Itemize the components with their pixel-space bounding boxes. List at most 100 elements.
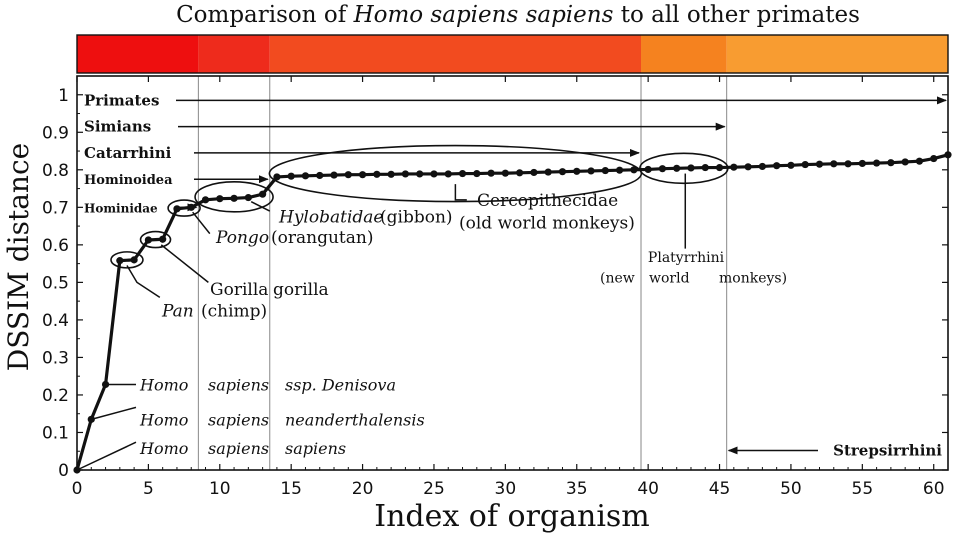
axes: 0 5 10 15 20 25 30 35 40 45 50 55 60 0 0.1 0.2 0.3 0.4 0.5…: [42, 75, 949, 499]
annotation-cercopithecidae-name: Cercopithecidae: [477, 191, 618, 211]
ellipse-pongo: [167, 199, 201, 217]
y-tick-label: 0.9: [42, 123, 69, 143]
data-point: [301, 172, 310, 180]
clade-label-simians: Simians: [84, 118, 151, 136]
data-point: [530, 168, 538, 177]
data-point: [187, 203, 195, 211]
annotation-homo-denisova-part-1: Homo: [139, 375, 188, 394]
chart-title-part-2: Homo sapiens sapiens: [353, 2, 614, 28]
x-tick-label: 25: [423, 479, 445, 499]
data-point: [159, 235, 167, 243]
x-tick-label: 30: [495, 479, 517, 499]
data-point: [244, 193, 252, 202]
y-axis-label: DSSIM distance: [2, 143, 35, 371]
annotation-pongo-common: (orangutan): [271, 228, 373, 248]
data-point: [673, 164, 681, 172]
annotation-homo-neanderthalensis-part-1: Homo: [139, 410, 188, 429]
color-band-2: [198, 35, 270, 73]
data-point: [715, 163, 724, 172]
clade-label-hominidae: Hominidae: [84, 201, 158, 215]
data-point: [458, 169, 467, 178]
x-tick-label: 10: [209, 479, 231, 499]
x-tick-label: 0: [72, 479, 83, 499]
data-point: [744, 163, 752, 171]
data-point: [387, 170, 395, 178]
chart-title-part-1: Comparison of: [176, 2, 354, 28]
ellipse-gorilla: [139, 230, 172, 249]
annotation-platyrrhini-monkeys: monkeys): [719, 271, 787, 287]
data-point: [844, 160, 852, 168]
data-point: [173, 205, 181, 213]
x-tick-label: 55: [852, 479, 874, 499]
annotation-homo-denisova-part-2: sapiens: [208, 375, 269, 394]
color-band-5: [726, 35, 948, 73]
data-point: [316, 171, 324, 180]
annotation-pan-common: (chimp): [201, 301, 267, 321]
data-point: [216, 195, 224, 203]
data-point: [358, 171, 367, 179]
x-tick-label: 20: [352, 479, 374, 499]
clade-label-strepsirrhini: Strepsirrhini: [833, 441, 942, 459]
data-point: [587, 167, 595, 175]
data-point: [544, 168, 552, 176]
x-tick-label: 35: [566, 479, 588, 499]
data-point: [487, 169, 495, 177]
annotation-homo-neanderthalensis-part-3: neanderthalensis: [285, 410, 425, 429]
data-point: [915, 157, 924, 165]
annotation-cercopithecidae-common: (old world monkeys): [459, 213, 635, 233]
clade-divider-lines: [197, 76, 728, 470]
data-point: [101, 380, 110, 389]
annotation-homo-sapiens-part-3: sapiens: [285, 439, 346, 458]
annotation-gorilla-species: gorilla: [273, 280, 329, 300]
chart-title: Comparison of Homo sapiens sapiens to al…: [176, 2, 860, 28]
data-point: [730, 163, 738, 171]
chart-title-part-3: to all other primates: [613, 2, 860, 28]
annotation-platyrrhini-new: (new: [600, 271, 635, 287]
x-tick-label: 45: [709, 479, 731, 499]
x-tick-label: 50: [780, 479, 802, 499]
data-point: [658, 165, 667, 173]
annotation-homo-neanderthalensis-part-2: sapiens: [208, 410, 269, 429]
x-axis-label: Index of organism: [374, 499, 650, 534]
data-point: [416, 170, 424, 178]
clade-label-primates: Primates: [84, 91, 159, 109]
color-band-3: [269, 35, 642, 73]
leader-homo-sapiens: [76, 441, 137, 471]
data-point: [373, 170, 381, 178]
x-tick-label: 5: [143, 479, 154, 499]
data-point: [401, 170, 410, 178]
y-tick-label: 0.6: [42, 236, 69, 256]
clade-label-hominoidea: Hominoidea: [84, 173, 173, 188]
data-point: [473, 169, 481, 178]
data-point: [230, 194, 238, 202]
annotation-pongo-name: Pongo: [215, 228, 269, 248]
y-tick-label: 0.7: [42, 198, 69, 218]
data-point: [573, 167, 581, 175]
data-point: [201, 196, 210, 204]
plot-frame: [76, 75, 949, 471]
y-tick-label: 0.2: [42, 386, 69, 406]
data-point: [444, 170, 452, 178]
annotation-pan-name: Pan: [161, 301, 194, 321]
y-tick-label: 0.8: [42, 161, 69, 181]
annotation-homo-sapiens-part-1: Homo: [139, 439, 188, 458]
data-point: [758, 162, 766, 171]
x-tick-label: 40: [637, 479, 659, 499]
clade-arrows: Primates Simians Catarrhini Hominoidea Homin…: [84, 91, 947, 459]
data-point: [930, 154, 938, 163]
data-point: [873, 159, 881, 167]
data-point: [615, 166, 624, 174]
ellipse-hylobatidae: [194, 181, 274, 213]
y-tick-label: 0.4: [42, 311, 69, 331]
y-tick-label: 0: [58, 461, 69, 481]
annotation-homo-sapiens-part-2: sapiens: [208, 439, 269, 458]
data-point: [630, 166, 638, 174]
data-point: [116, 257, 124, 265]
leader-homo-neanderthalensis: [91, 406, 137, 421]
y-tick-label: 0.1: [42, 423, 69, 443]
data-point: [901, 158, 909, 166]
data-point: [516, 169, 524, 177]
x-tick-label: 15: [280, 479, 302, 499]
annotation-platyrrhini-name: Platyrrhini: [648, 250, 725, 266]
data-point: [830, 160, 838, 168]
